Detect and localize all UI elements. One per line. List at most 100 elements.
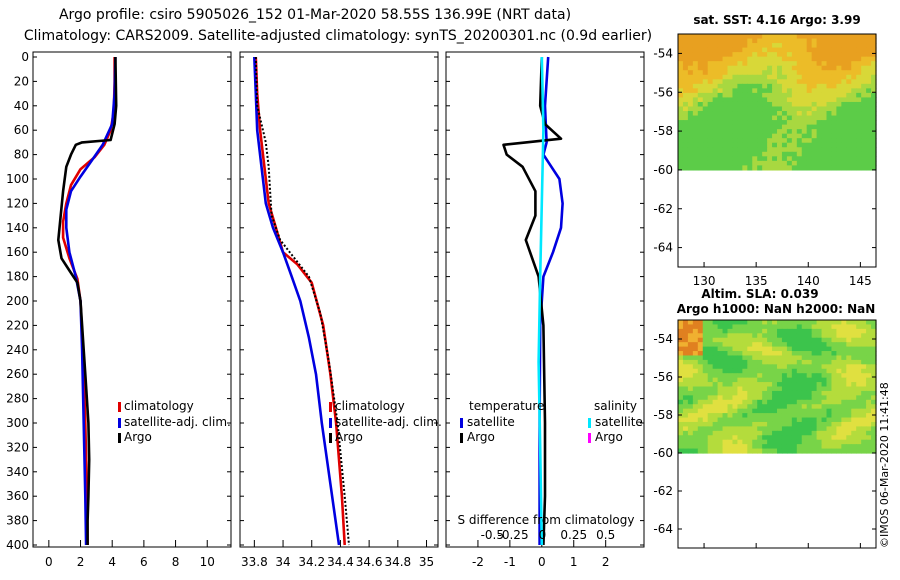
heatmap-cell xyxy=(781,320,788,326)
heatmap-cell xyxy=(841,79,847,85)
heatmap-cell xyxy=(861,320,867,326)
heatmap-cell xyxy=(781,373,788,379)
heatmap-cell xyxy=(757,320,763,326)
heatmap-cell xyxy=(871,430,877,436)
heatmap-cell xyxy=(717,120,724,126)
heatmap-cell xyxy=(806,413,813,419)
heatmap-cell xyxy=(747,408,753,414)
heatmap-cell xyxy=(777,83,783,89)
y-tick-label: -56 xyxy=(653,85,673,99)
heatmap-cell xyxy=(861,377,867,383)
heatmap-cell xyxy=(846,129,852,135)
heatmap-cell xyxy=(781,404,788,410)
heatmap-cell xyxy=(732,417,738,423)
heatmap-cell xyxy=(866,120,872,126)
heatmap-cell xyxy=(841,390,847,396)
heatmap-cell xyxy=(752,337,758,343)
heatmap-cell xyxy=(801,320,808,326)
heatmap-cell xyxy=(836,346,842,352)
heatmap-cell xyxy=(762,355,768,361)
heatmap-cell xyxy=(791,38,798,44)
heatmap-cell xyxy=(737,346,743,352)
heatmap-cell xyxy=(846,320,852,326)
heatmap-cell xyxy=(856,74,862,80)
heatmap-cell xyxy=(861,373,867,379)
heatmap-cell xyxy=(702,382,709,388)
heatmap-cell xyxy=(781,430,788,436)
heatmap-cell xyxy=(722,142,729,148)
heatmap-cell xyxy=(821,444,828,450)
heatmap-cell xyxy=(697,417,704,423)
heatmap-cell xyxy=(678,92,684,99)
heatmap-cell xyxy=(687,320,694,326)
heatmap-cell xyxy=(722,92,729,99)
heatmap-cell xyxy=(707,413,714,419)
heatmap-cell xyxy=(786,160,793,166)
heatmap-cell xyxy=(831,142,837,148)
heatmap-cell xyxy=(682,404,689,410)
heatmap-cell xyxy=(801,111,808,117)
heatmap-cell xyxy=(682,342,689,348)
heatmap-cell xyxy=(806,156,813,162)
sla-y-axis: -54-56-58-60-62-64 xyxy=(653,332,876,536)
heatmap-cell xyxy=(777,120,783,126)
heatmap-cell xyxy=(752,346,758,352)
heatmap-cell xyxy=(717,342,724,348)
legend-swatch-climatology xyxy=(329,402,332,412)
heatmap-cell xyxy=(707,151,714,157)
heatmap-cell xyxy=(777,111,783,117)
heatmap-cell xyxy=(846,115,852,121)
heatmap-cell xyxy=(712,165,719,171)
heatmap-cell xyxy=(841,320,847,326)
heatmap-cell xyxy=(796,56,803,62)
heatmap-cell xyxy=(851,165,857,171)
heatmap-cell xyxy=(742,56,748,62)
heatmap-cell xyxy=(767,386,773,392)
heatmap-cell xyxy=(777,364,783,370)
heatmap-cell xyxy=(816,373,823,379)
heatmap-cell xyxy=(856,133,862,139)
heatmap-cell xyxy=(722,324,729,330)
heatmap-cell xyxy=(687,52,694,58)
heatmap-cell xyxy=(806,417,813,423)
heatmap-cell xyxy=(772,56,778,62)
heatmap-cell xyxy=(762,435,768,441)
heatmap-cell xyxy=(826,439,833,445)
heatmap-cell xyxy=(811,448,818,454)
heatmap-cell xyxy=(692,74,699,80)
heatmap-cell xyxy=(727,333,734,339)
heatmap-cell xyxy=(871,115,877,121)
heatmap-cell xyxy=(826,151,833,157)
heatmap-cell xyxy=(866,448,872,454)
series-line-argo xyxy=(254,56,350,546)
heatmap-cell xyxy=(707,160,714,166)
heatmap-cell xyxy=(712,395,719,401)
heatmap-cell xyxy=(757,111,763,117)
heatmap-cell xyxy=(866,373,872,379)
heatmap-cell xyxy=(871,151,877,157)
heatmap-cell xyxy=(831,368,837,374)
heatmap-cell xyxy=(767,337,773,343)
heatmap-cell xyxy=(722,147,729,153)
heatmap-cell xyxy=(712,426,719,432)
heatmap-cell xyxy=(841,421,847,427)
heatmap-cell xyxy=(717,160,724,166)
heatmap-cell xyxy=(821,52,828,58)
heatmap-cell xyxy=(801,74,808,80)
heatmap-cell xyxy=(781,386,788,392)
heatmap-cell xyxy=(791,65,798,71)
heatmap-cell xyxy=(762,147,768,153)
heatmap-cell xyxy=(786,430,793,436)
heatmap-cell xyxy=(826,382,833,388)
heatmap-cell xyxy=(836,444,842,450)
heatmap-cell xyxy=(692,417,699,423)
heatmap-cell xyxy=(737,413,743,419)
heatmap-cell xyxy=(717,43,724,49)
heatmap-cell xyxy=(781,364,788,370)
heatmap-cell xyxy=(811,133,818,139)
heatmap-cell xyxy=(796,342,803,348)
heatmap-cell xyxy=(851,97,857,103)
heatmap-cell xyxy=(801,129,808,135)
heatmap-cell xyxy=(742,115,748,121)
heatmap-cell xyxy=(801,390,808,396)
